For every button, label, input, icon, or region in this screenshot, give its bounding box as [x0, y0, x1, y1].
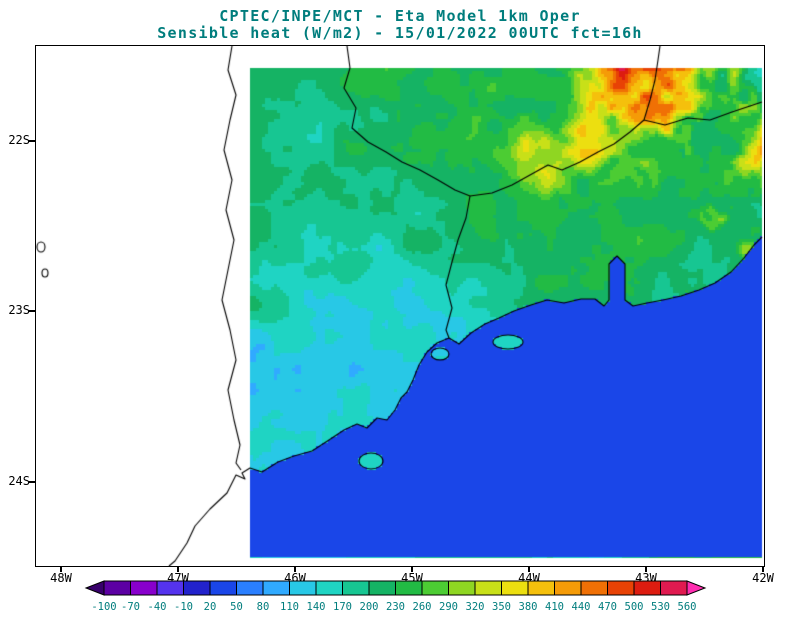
lon-tick-mark	[645, 567, 647, 572]
lat-tick-mark	[28, 140, 35, 142]
colorbar-tick-label: -40	[148, 601, 167, 613]
colorbar-tick-label: -10	[174, 601, 193, 613]
colorbar-segment	[368, 580, 396, 596]
colorbar-segment	[501, 580, 529, 596]
colorbar-segment	[421, 580, 449, 596]
colorbar-segment	[236, 580, 264, 596]
lon-tick-mark	[60, 567, 62, 572]
colorbar-tick-label: 200	[360, 601, 379, 613]
lon-tick-mark	[762, 567, 764, 572]
colorbar-segment	[342, 580, 370, 596]
lat-tick-mark	[28, 310, 35, 312]
colorbar-segment	[527, 580, 555, 596]
colorbar-segment	[130, 580, 158, 596]
colorbar-tick-label: 500	[625, 601, 644, 613]
colorbar-segment	[183, 580, 211, 596]
colorbar-tick-label: 230	[386, 601, 405, 613]
colorbar-tick-label: 380	[519, 601, 538, 613]
colorbar-segment	[209, 580, 237, 596]
colorbar: -100 -70 -40 -10 20 50 80 110 140 170 200 230 260 290…	[84, 580, 707, 613]
colorbar-tick-label: 20	[204, 601, 217, 613]
lon-tick-label: 48W	[50, 571, 72, 585]
sensible-heat-field-canvas	[36, 46, 764, 566]
map-frame-border	[35, 45, 765, 567]
lon-tick-mark	[177, 567, 179, 572]
colorbar-tick-label: 50	[230, 601, 243, 613]
colorbar-tick-label: 110	[280, 601, 299, 613]
lat-tick-label: 23S	[8, 303, 30, 317]
colorbar-segment	[633, 580, 661, 596]
colorbar-tick-label: 560	[678, 601, 697, 613]
lat-tick-mark	[28, 481, 35, 483]
colorbar-tick-label: 410	[545, 601, 564, 613]
title-line-2: Sensible heat (W/m2) - 15/01/2022 00UTC …	[157, 24, 643, 42]
lat-tick-label: 22S	[8, 133, 30, 147]
colorbar-tick-label: 290	[439, 601, 458, 613]
colorbar-tick-label: -100	[91, 601, 116, 613]
colorbar-tick-label: -70	[121, 601, 140, 613]
colorbar-segment	[315, 580, 343, 596]
title-line-1: CPTEC/INPE/MCT - Eta Model 1km Oper	[219, 7, 581, 25]
lon-tick-label: 42W	[752, 571, 774, 585]
colorbar-segment	[103, 580, 131, 596]
colorbar-tick-label: 170	[333, 601, 352, 613]
colorbar-segment	[395, 580, 423, 596]
colorbar-tick-label: 260	[413, 601, 432, 613]
colorbar-segment	[660, 580, 688, 596]
chart-titles: CPTEC/INPE/MCT - Eta Model 1km Oper Sens…	[0, 8, 800, 42]
colorbar-arrow-right	[686, 580, 707, 596]
colorbar-segment	[156, 580, 184, 596]
colorbar-segment	[580, 580, 608, 596]
colorbar-tick-label: 320	[466, 601, 485, 613]
colorbar-tick-label: 80	[257, 601, 270, 613]
colorbar-segment	[289, 580, 317, 596]
lon-tick-mark	[294, 567, 296, 572]
colorbar-tick-label: 140	[307, 601, 326, 613]
colorbar-segment	[474, 580, 502, 596]
colorbar-tick-label: 530	[651, 601, 670, 613]
colorbar-tick-label: 350	[492, 601, 511, 613]
colorbar-arrow-left	[84, 580, 105, 596]
lon-tick-mark	[528, 567, 530, 572]
colorbar-tick-label: 470	[598, 601, 617, 613]
lon-tick-mark	[411, 567, 413, 572]
colorbar-tick-label: 440	[572, 601, 591, 613]
lat-tick-label: 24S	[8, 474, 30, 488]
colorbar-segment	[607, 580, 635, 596]
colorbar-segment	[262, 580, 290, 596]
colorbar-segment	[448, 580, 476, 596]
colorbar-segment	[554, 580, 582, 596]
